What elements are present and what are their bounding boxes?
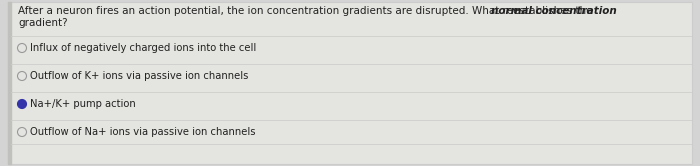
Text: Influx of negatively charged ions into the cell: Influx of negatively charged ions into t… — [30, 43, 256, 53]
Text: After a neuron fires an action potential, the ion concentration gradients are di: After a neuron fires an action potential… — [18, 6, 596, 16]
Circle shape — [18, 99, 27, 109]
Text: Na+/K+ pump action: Na+/K+ pump action — [30, 99, 136, 109]
Bar — [8, 2, 11, 164]
Text: gradient?: gradient? — [18, 18, 68, 28]
FancyBboxPatch shape — [8, 2, 692, 164]
Text: Outflow of Na+ ions via passive ion channels: Outflow of Na+ ions via passive ion chan… — [30, 127, 256, 137]
Text: normal concentration: normal concentration — [491, 6, 617, 16]
Text: Outflow of K+ ions via passive ion channels: Outflow of K+ ions via passive ion chann… — [30, 71, 248, 81]
